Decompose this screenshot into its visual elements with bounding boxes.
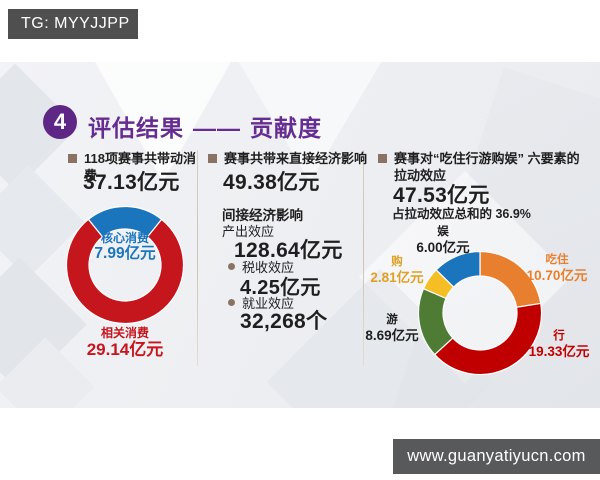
middle-header-label: 赛事共带来直接经济影响 xyxy=(224,151,368,166)
slice-label: 核心消费 xyxy=(100,231,149,245)
slice-label: 相关消费 xyxy=(100,326,149,340)
slice-label: 游 xyxy=(386,314,398,326)
right-header-value: 47.53亿元 xyxy=(393,184,490,207)
slice-value: 7.99亿元 xyxy=(94,245,156,263)
title-dash: —— xyxy=(193,115,241,141)
eat-stay-slice-label: 吃住 10.70亿元 xyxy=(512,254,600,284)
slice-label: 行 xyxy=(553,330,565,342)
slice-value: 29.14亿元 xyxy=(86,340,164,360)
output-effect-label: 产出效应 xyxy=(222,224,275,239)
shopping-slice-label: 购 2.81亿元 xyxy=(357,256,437,286)
donut-slice xyxy=(435,250,481,288)
transport-slice-label: 行 19.33亿元 xyxy=(514,330,600,360)
donut-slice xyxy=(65,218,185,325)
left-header-value: 37.13亿元 xyxy=(83,171,180,194)
right-header-label: 赛事对“吃住行游购娱” 六要素的拉动效应 xyxy=(394,151,580,183)
related-consumption-label: 相关消费 29.14亿元 xyxy=(70,326,180,361)
employment-effect-label: 就业效应 xyxy=(242,296,295,311)
tax-effect-row: 税收效应 xyxy=(228,257,294,276)
travel-slice-label: 游 8.69亿元 xyxy=(352,314,432,344)
right-column-header: 赛事对“吃住行游购娱” 六要素的拉动效应 xyxy=(378,151,584,185)
column-divider xyxy=(197,150,198,366)
page-title: 评估结果 —— 贡献度 xyxy=(88,109,322,143)
round-bullet-icon xyxy=(228,263,235,270)
entertainment-slice-label: 娱 6.00亿元 xyxy=(403,226,483,256)
share-note: 占拉动效应总和的 36.9% xyxy=(392,207,531,221)
employment-effect-value: 32,268个 xyxy=(240,310,328,333)
slice-label: 购 xyxy=(391,256,403,268)
left-column-header: 118项赛事共带动消费 xyxy=(68,151,198,185)
title-suffix: 贡献度 xyxy=(250,115,322,141)
slice-label: 吃住 xyxy=(545,254,569,266)
column-divider xyxy=(363,150,364,366)
employment-effect-row: 就业效应 xyxy=(228,293,294,312)
slice-value: 8.69亿元 xyxy=(365,327,419,343)
square-bullet-icon xyxy=(208,154,217,163)
section-number-badge: 4 xyxy=(43,105,77,139)
round-bullet-icon xyxy=(228,299,235,306)
indirect-impact-title: 间接经济影响 xyxy=(222,208,303,223)
tax-effect-label: 税收效应 xyxy=(242,260,295,275)
slice-value: 19.33亿元 xyxy=(528,343,590,359)
tax-effect-value: 4.25亿元 xyxy=(240,277,321,299)
title-text: 评估结果 xyxy=(88,115,184,141)
telegram-badge: TG: MYYJJPP xyxy=(8,9,138,39)
middle-header-value: 49.38亿元 xyxy=(223,171,320,194)
slice-value: 2.81亿元 xyxy=(370,269,424,285)
output-effect-value: 128.64亿元 xyxy=(234,239,343,262)
six-elements-donut-chart xyxy=(417,250,543,376)
slice-value: 6.00亿元 xyxy=(416,239,470,255)
middle-column-header: 赛事共带来直接经济影响 xyxy=(208,151,368,168)
left-header-label: 118项赛事共带动消费 xyxy=(84,151,196,183)
square-bullet-icon xyxy=(68,154,77,163)
slice-label: 娱 xyxy=(437,226,449,238)
slice-value: 10.70亿元 xyxy=(526,267,588,283)
donut-slice xyxy=(433,302,543,376)
square-bullet-icon xyxy=(378,154,387,163)
consumption-donut-chart xyxy=(65,205,185,325)
core-consumption-label: 核心消费 7.99亿元 xyxy=(75,231,175,264)
watermark-url: www.guanyatiyucn.com xyxy=(393,439,600,474)
